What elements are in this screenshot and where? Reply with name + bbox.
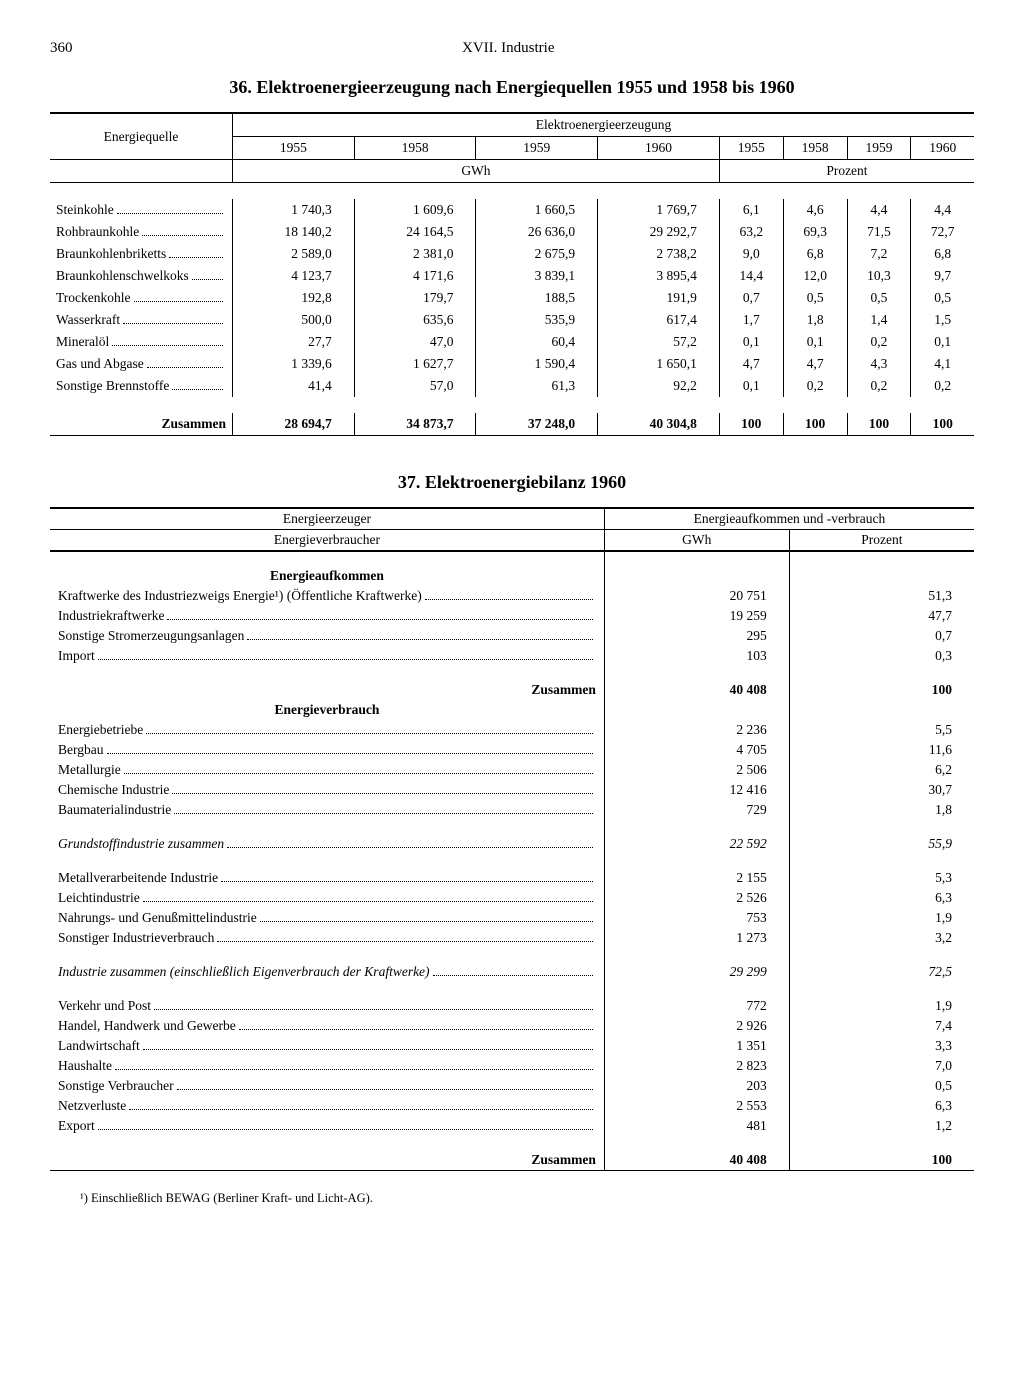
rowhead: Energiequelle xyxy=(50,113,233,160)
total-val: 40 408 xyxy=(604,1150,789,1171)
table-row: Export4811,2 xyxy=(50,1116,974,1136)
table-row: Mineralöl27,747,060,457,20,10,10,20,1 xyxy=(50,331,974,353)
yearcol: 1955 xyxy=(233,137,355,160)
table-row: Haushalte2 8237,0 xyxy=(50,1056,974,1076)
yearcol: 1955 xyxy=(719,137,783,160)
chapter-heading: XVII. Industrie xyxy=(462,40,554,57)
total-val: 100 xyxy=(783,413,847,436)
table-row: Sonstige Brennstoffe41,457,061,392,20,10… xyxy=(50,375,974,397)
table-row: Landwirtschaft1 3513,3 xyxy=(50,1036,974,1056)
table-row: Netzverluste2 5536,3 xyxy=(50,1096,974,1116)
table37: Energieerzeuger Energieaufkommen und -ve… xyxy=(50,507,974,1175)
yearcol: 1959 xyxy=(847,137,911,160)
table-row: Trockenkohle192,8179,7188,5191,90,70,50,… xyxy=(50,287,974,309)
total-val: 100 xyxy=(789,1150,974,1171)
unit-gwh: GWh xyxy=(233,160,720,183)
table-row: Gas und Abgase1 339,61 627,71 590,41 650… xyxy=(50,353,974,375)
head-left-top: Energieerzeuger xyxy=(50,508,604,530)
section-heading: Energieverbrauch xyxy=(50,700,604,720)
head-right: Energieaufkommen und -verbrauch xyxy=(604,508,974,530)
total-val: 100 xyxy=(719,413,783,436)
total-val: 100 xyxy=(789,680,974,700)
total-val: 28 694,7 xyxy=(233,413,355,436)
table-row: Metallverarbeitende Industrie2 1555,3 xyxy=(50,868,974,888)
page-number: 360 xyxy=(50,40,73,57)
table-row: Rohbraunkohle18 140,224 164,526 636,029 … xyxy=(50,221,974,243)
table-row: Sonstige Stromerzeugungsanlagen2950,7 xyxy=(50,626,974,646)
total-label: Zusammen xyxy=(50,1150,604,1171)
total-label: Zusammen xyxy=(50,413,233,436)
table-row: Verkehr und Post7721,9 xyxy=(50,996,974,1016)
yearcol: 1960 xyxy=(911,137,974,160)
footnote: ¹) Einschließlich BEWAG (Berliner Kraft-… xyxy=(50,1191,974,1206)
yearcol: 1958 xyxy=(354,137,476,160)
section-heading: Energieaufkommen xyxy=(50,566,604,586)
subtotal-val: 55,9 xyxy=(789,834,974,854)
yearcol: 1958 xyxy=(783,137,847,160)
table-row: Bergbau4 70511,6 xyxy=(50,740,974,760)
yearcol: 1960 xyxy=(598,137,720,160)
table-row: Baumaterialindustrie7291,8 xyxy=(50,800,974,820)
table-row: Braunkohlenbriketts2 589,02 381,02 675,9… xyxy=(50,243,974,265)
table-row: Import1030,3 xyxy=(50,646,974,666)
total-val: 40 408 xyxy=(604,680,789,700)
table-row: Kraftwerke des Industriezweigs Energie¹)… xyxy=(50,586,974,606)
total-val: 40 304,8 xyxy=(598,413,720,436)
table-row: Sonstige Verbraucher2030,5 xyxy=(50,1076,974,1096)
col-gwh: GWh xyxy=(604,530,789,552)
subtotal-val: 22 592 xyxy=(604,834,789,854)
table-row: Leichtindustrie2 5266,3 xyxy=(50,888,974,908)
total-val: 100 xyxy=(911,413,974,436)
table-row: Sonstiger Industrieverbrauch1 2733,2 xyxy=(50,928,974,948)
yearcol: 1959 xyxy=(476,137,598,160)
table-row: Braunkohlenschwelkoks4 123,74 171,63 839… xyxy=(50,265,974,287)
total-val: 100 xyxy=(847,413,911,436)
table-row: Nahrungs- und Genußmittelindustrie7531,9 xyxy=(50,908,974,928)
table-row: Handel, Handwerk und Gewerbe2 9267,4 xyxy=(50,1016,974,1036)
col-prozent: Prozent xyxy=(789,530,974,552)
table-row: Energiebetriebe2 2365,5 xyxy=(50,720,974,740)
subtotal-val: 72,5 xyxy=(789,962,974,982)
page-header: 360 XVII. Industrie xyxy=(50,40,974,57)
table-row: Metallurgie2 5066,2 xyxy=(50,760,974,780)
table36: Energiequelle Elektroenergieerzeugung 19… xyxy=(50,112,974,442)
table37-title: 37. Elektroenergiebilanz 1960 xyxy=(50,472,974,493)
subtotal-val: 29 299 xyxy=(604,962,789,982)
table-row: Industriekraftwerke19 25947,7 xyxy=(50,606,974,626)
table-row: Steinkohle1 740,31 609,61 660,51 769,76,… xyxy=(50,199,974,221)
table-row: Wasserkraft500,0635,6535,9617,41,71,81,4… xyxy=(50,309,974,331)
total-val: 34 873,7 xyxy=(354,413,476,436)
total-val: 37 248,0 xyxy=(476,413,598,436)
subtotal-row: Industrie zusammen (einschließlich Eigen… xyxy=(50,962,604,982)
table36-title: 36. Elektroenergieerzeugung nach Energie… xyxy=(50,77,974,98)
table-row: Chemische Industrie12 41630,7 xyxy=(50,780,974,800)
unit-prozent: Prozent xyxy=(719,160,974,183)
total-label: Zusammen xyxy=(50,680,604,700)
subtotal-row: Grundstoffindustrie zusammen xyxy=(50,834,604,854)
colgroup-label: Elektroenergieerzeugung xyxy=(233,113,975,137)
head-left-bottom: Energieverbraucher xyxy=(50,530,604,552)
